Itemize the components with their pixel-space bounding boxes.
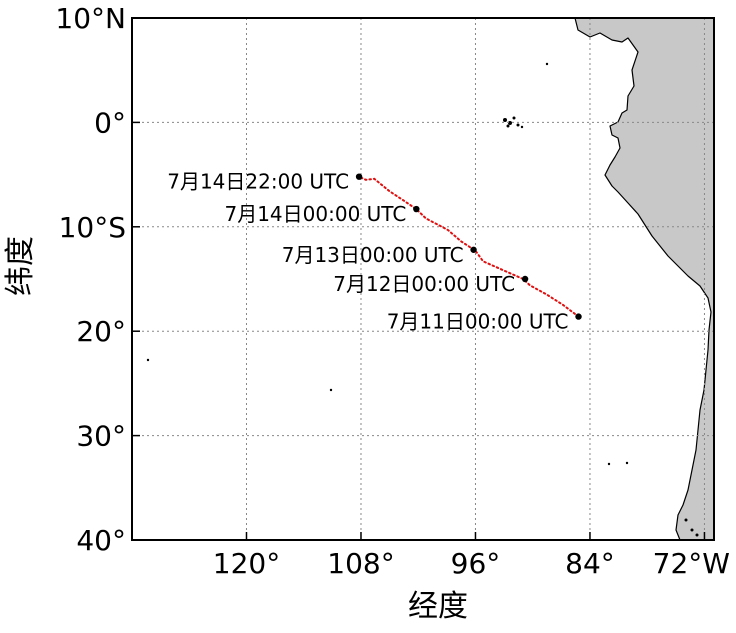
track-marker-label: 7月14日00:00 UTC xyxy=(224,202,406,226)
track-marker-label: 7月13日00:00 UTC xyxy=(282,243,464,267)
x-tick-label: 108° xyxy=(327,547,394,580)
track-markers: 7月14日22:00 UTC 7月14日00:00 UTC 7月13日00:00 U… xyxy=(167,170,582,334)
axis-ticks: 10°N 0° 10°S 20° 30° 40° 120° 108° 96° 84° 72°W xyxy=(55,2,730,580)
y-tick-label: 0° xyxy=(94,106,126,139)
track-marker xyxy=(413,205,420,213)
track-line xyxy=(358,175,580,318)
storm-track xyxy=(358,175,580,318)
y-tick-label: 10°N xyxy=(55,2,126,35)
y-tick-label: 30° xyxy=(76,420,126,453)
track-marker xyxy=(355,173,363,180)
x-tick-label: 72°W xyxy=(653,547,730,580)
islands xyxy=(146,62,699,537)
graticule xyxy=(132,18,714,540)
track-marker xyxy=(521,275,529,283)
track-marker-label: 7月14日22:00 UTC xyxy=(167,170,349,194)
x-tick-label: 96° xyxy=(451,547,501,580)
track-marker-label: 7月12日00:00 UTC xyxy=(333,272,515,296)
y-axis-label: 纬度 xyxy=(3,236,38,296)
land-south-america xyxy=(574,17,715,541)
track-marker-label: 7月11日00:00 UTC xyxy=(387,310,569,334)
y-tick-label: 20° xyxy=(76,315,126,348)
y-tick-label: 40° xyxy=(76,524,126,557)
track-marker xyxy=(575,313,582,320)
track-marker xyxy=(470,246,477,253)
x-tick-label: 120° xyxy=(213,547,280,580)
x-axis-label: 经度 xyxy=(408,589,468,624)
map-frame xyxy=(131,17,715,541)
y-tick-label: 10°S xyxy=(59,211,126,244)
x-tick-label: 84° xyxy=(565,547,615,580)
